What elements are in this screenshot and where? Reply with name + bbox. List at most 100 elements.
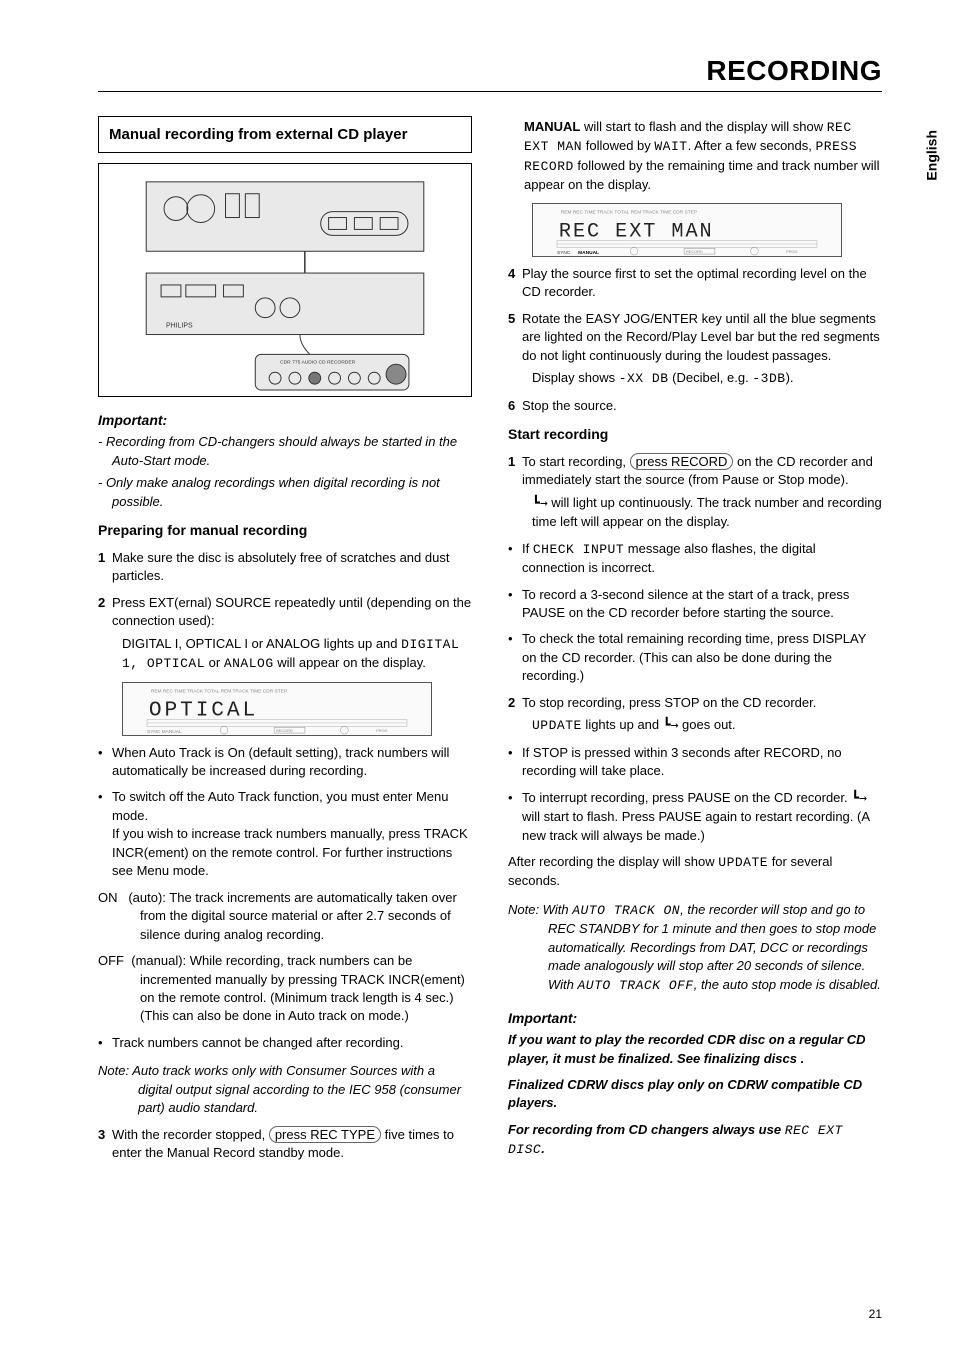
bullet-text: To record a 3-second silence at the star… <box>522 586 882 623</box>
wiring-diagram: PHILIPS CDR 775 AUDIO CD RECORDER <box>98 163 472 397</box>
important-line-1: - Recording from CD-changers should alwa… <box>98 433 472 470</box>
bullet-mark: • <box>508 630 522 685</box>
manual-label: MANUAL <box>524 119 580 134</box>
step-number: 6 <box>508 397 522 415</box>
left-column: Manual recording from external CD player <box>98 116 472 1163</box>
svg-text:PHILIPS: PHILIPS <box>166 323 193 330</box>
important-line-2: - Only make analog recordings when digit… <box>98 474 472 511</box>
bullet-autotrack-1: • When Auto Track is On (default setting… <box>98 744 472 781</box>
text: lights up and <box>582 717 663 732</box>
bullet-autotrack-3: • Track numbers cannot be changed after … <box>98 1034 472 1052</box>
preparing-heading: Preparing for manual recording <box>98 521 472 541</box>
text: will appear on the display. <box>274 655 426 670</box>
on-label: ON <box>98 890 118 905</box>
step-2-indent: DIGITAL I, OPTICAL I or ANALOG lights up… <box>98 635 472 674</box>
left-step-1: 1 Make sure the disc is absolutely free … <box>98 549 472 586</box>
press-record-button: press RECORD <box>630 453 734 471</box>
right-column: MANUAL will start to flash and the displ… <box>508 116 882 1163</box>
bullet-text: To interrupt recording, press PAUSE on t… <box>522 789 882 845</box>
note-autotrack-on: Note: With AUTO TRACK ON, the recorder w… <box>508 901 882 995</box>
lcd-text: UPDATE <box>718 855 768 870</box>
off-text: (manual): While recording, track numbers… <box>131 953 465 1023</box>
record-arrow-icon: ┗→ <box>663 718 679 733</box>
important2-line2: Finalized CDRW discs play only on CDRW c… <box>508 1076 882 1113</box>
step-number: 1 <box>98 549 112 586</box>
right-bullet-3: • To check the total remaining recording… <box>508 630 882 685</box>
text: If you wish to increase track numbers ma… <box>112 826 468 878</box>
bullet-mark: • <box>98 744 112 781</box>
text: Note: With <box>508 902 572 917</box>
bullet-text: To switch off the Auto Track function, y… <box>112 788 472 880</box>
text: will start to flash. Press PAUSE again t… <box>522 809 869 842</box>
text: With the recorder stopped, <box>112 1127 269 1142</box>
svg-text:PROG: PROG <box>376 729 387 733</box>
step-text: Play the source first to set the optimal… <box>522 265 882 302</box>
start-step-1: 1 To start recording, press RECORD on th… <box>508 453 882 490</box>
press-rec-type-button: press REC TYPE <box>269 1126 381 1144</box>
bullet-mark: • <box>508 789 522 845</box>
s1-indent: ┗→ will light up continuously. The track… <box>508 494 882 532</box>
bullet-mark: • <box>508 586 522 623</box>
start-recording-heading: Start recording <box>508 425 882 445</box>
lcd-text: AUTO TRACK ON <box>572 903 680 918</box>
svg-text:PROG: PROG <box>786 250 797 254</box>
lcd-text: ANALOG <box>224 656 274 671</box>
bullet-mark: • <box>98 788 112 880</box>
text: To switch off the Auto Track function, y… <box>112 789 449 822</box>
important-heading-2: Important: <box>508 1009 882 1029</box>
content-columns: Manual recording from external CD player <box>98 116 882 1163</box>
lcd-text: -XX DB <box>619 371 669 386</box>
bullet-mark: • <box>508 744 522 781</box>
bullet-text: Track numbers cannot be changed after re… <box>112 1034 472 1052</box>
start-step-2: 2 To stop recording, press STOP on the C… <box>508 694 882 712</box>
lcd-display-optical: REM REC TIME TRACK TOTAL REM TRACK TIME … <box>122 682 432 736</box>
off-manual-line: OFF (manual): While recording, track num… <box>98 952 472 1026</box>
step-number: 1 <box>508 453 522 490</box>
bullet-autotrack-2: • To switch off the Auto Track function,… <box>98 788 472 880</box>
step-text: Rotate the EASY JOG/ENTER key until all … <box>522 310 882 365</box>
right-step-4: 4 Play the source first to set the optim… <box>508 265 882 302</box>
step-number: 2 <box>98 594 112 631</box>
after-recording-para: After recording the display will show UP… <box>508 853 882 891</box>
text: For recording from CD changers always us… <box>508 1122 785 1137</box>
step-text: Press EXT(ernal) SOURCE repeatedly until… <box>112 594 472 631</box>
page-header-title: RECORDING <box>98 55 882 87</box>
step-number: 4 <box>508 265 522 302</box>
text: If <box>522 541 533 556</box>
right-bullet-1: • If CHECK INPUT message also flashes, t… <box>508 540 882 578</box>
text: or <box>205 655 224 670</box>
step5-indent: Display shows -XX DB (Decibel, e.g. -3DB… <box>508 369 882 388</box>
bullet-text: If STOP is pressed within 3 seconds afte… <box>522 744 882 781</box>
step-text: With the recorder stopped, press REC TYP… <box>112 1126 472 1163</box>
language-tab: English <box>924 130 940 181</box>
record-arrow-icon: ┗→ <box>851 791 867 806</box>
text: Display shows <box>532 370 619 385</box>
page-number: 21 <box>869 1307 882 1321</box>
lcd-display-rec-ext-man: REM REC TIME TRACK TOTAL REM TRACK TIME … <box>532 203 842 257</box>
lcd-text: -3DB <box>752 371 785 386</box>
right-bullet-4: • If STOP is pressed within 3 seconds af… <box>508 744 882 781</box>
text: followed by the remaining time and track… <box>524 158 879 192</box>
svg-text:REM REC TIME TRACK: REM REC TIME TRACK TOTAL REM TRACK TIME … <box>561 209 697 215</box>
lcd-text: AUTO TRACK OFF <box>578 978 694 993</box>
svg-text:RECORD: RECORD <box>276 729 293 733</box>
lcd-text: WAIT <box>654 139 687 154</box>
text: After recording the display will show <box>508 854 718 869</box>
text: To interrupt recording, press PAUSE on t… <box>522 790 851 805</box>
right-bullet-5: • To interrupt recording, press PAUSE on… <box>508 789 882 845</box>
important2-line3: For recording from CD changers always us… <box>508 1121 882 1160</box>
right-step-6: 6 Stop the source. <box>508 397 882 415</box>
manual-intro: MANUAL will start to flash and the displ… <box>508 118 882 195</box>
svg-text:CDR 775 AUDIO CD RECORDER: CDR 775 AUDIO CD RECORDER <box>280 360 356 366</box>
text: will start to flash and the display will… <box>580 119 826 134</box>
important2-line1: If you want to play the recorded CDR dis… <box>508 1031 882 1068</box>
on-auto-line: ON (auto): The track increments are auto… <box>98 889 472 944</box>
text: followed by <box>582 138 654 153</box>
text: . After a few seconds, <box>688 138 816 153</box>
text: will light up continuously. The track nu… <box>532 495 882 529</box>
off-label: OFF <box>98 953 124 968</box>
left-step-2: 2 Press EXT(ernal) SOURCE repeatedly unt… <box>98 594 472 631</box>
left-step-3: 3 With the recorder stopped, press REC T… <box>98 1126 472 1163</box>
svg-text:REC EXT MAN: REC EXT MAN <box>559 221 714 244</box>
record-arrow-icon: ┗→ <box>532 496 548 511</box>
